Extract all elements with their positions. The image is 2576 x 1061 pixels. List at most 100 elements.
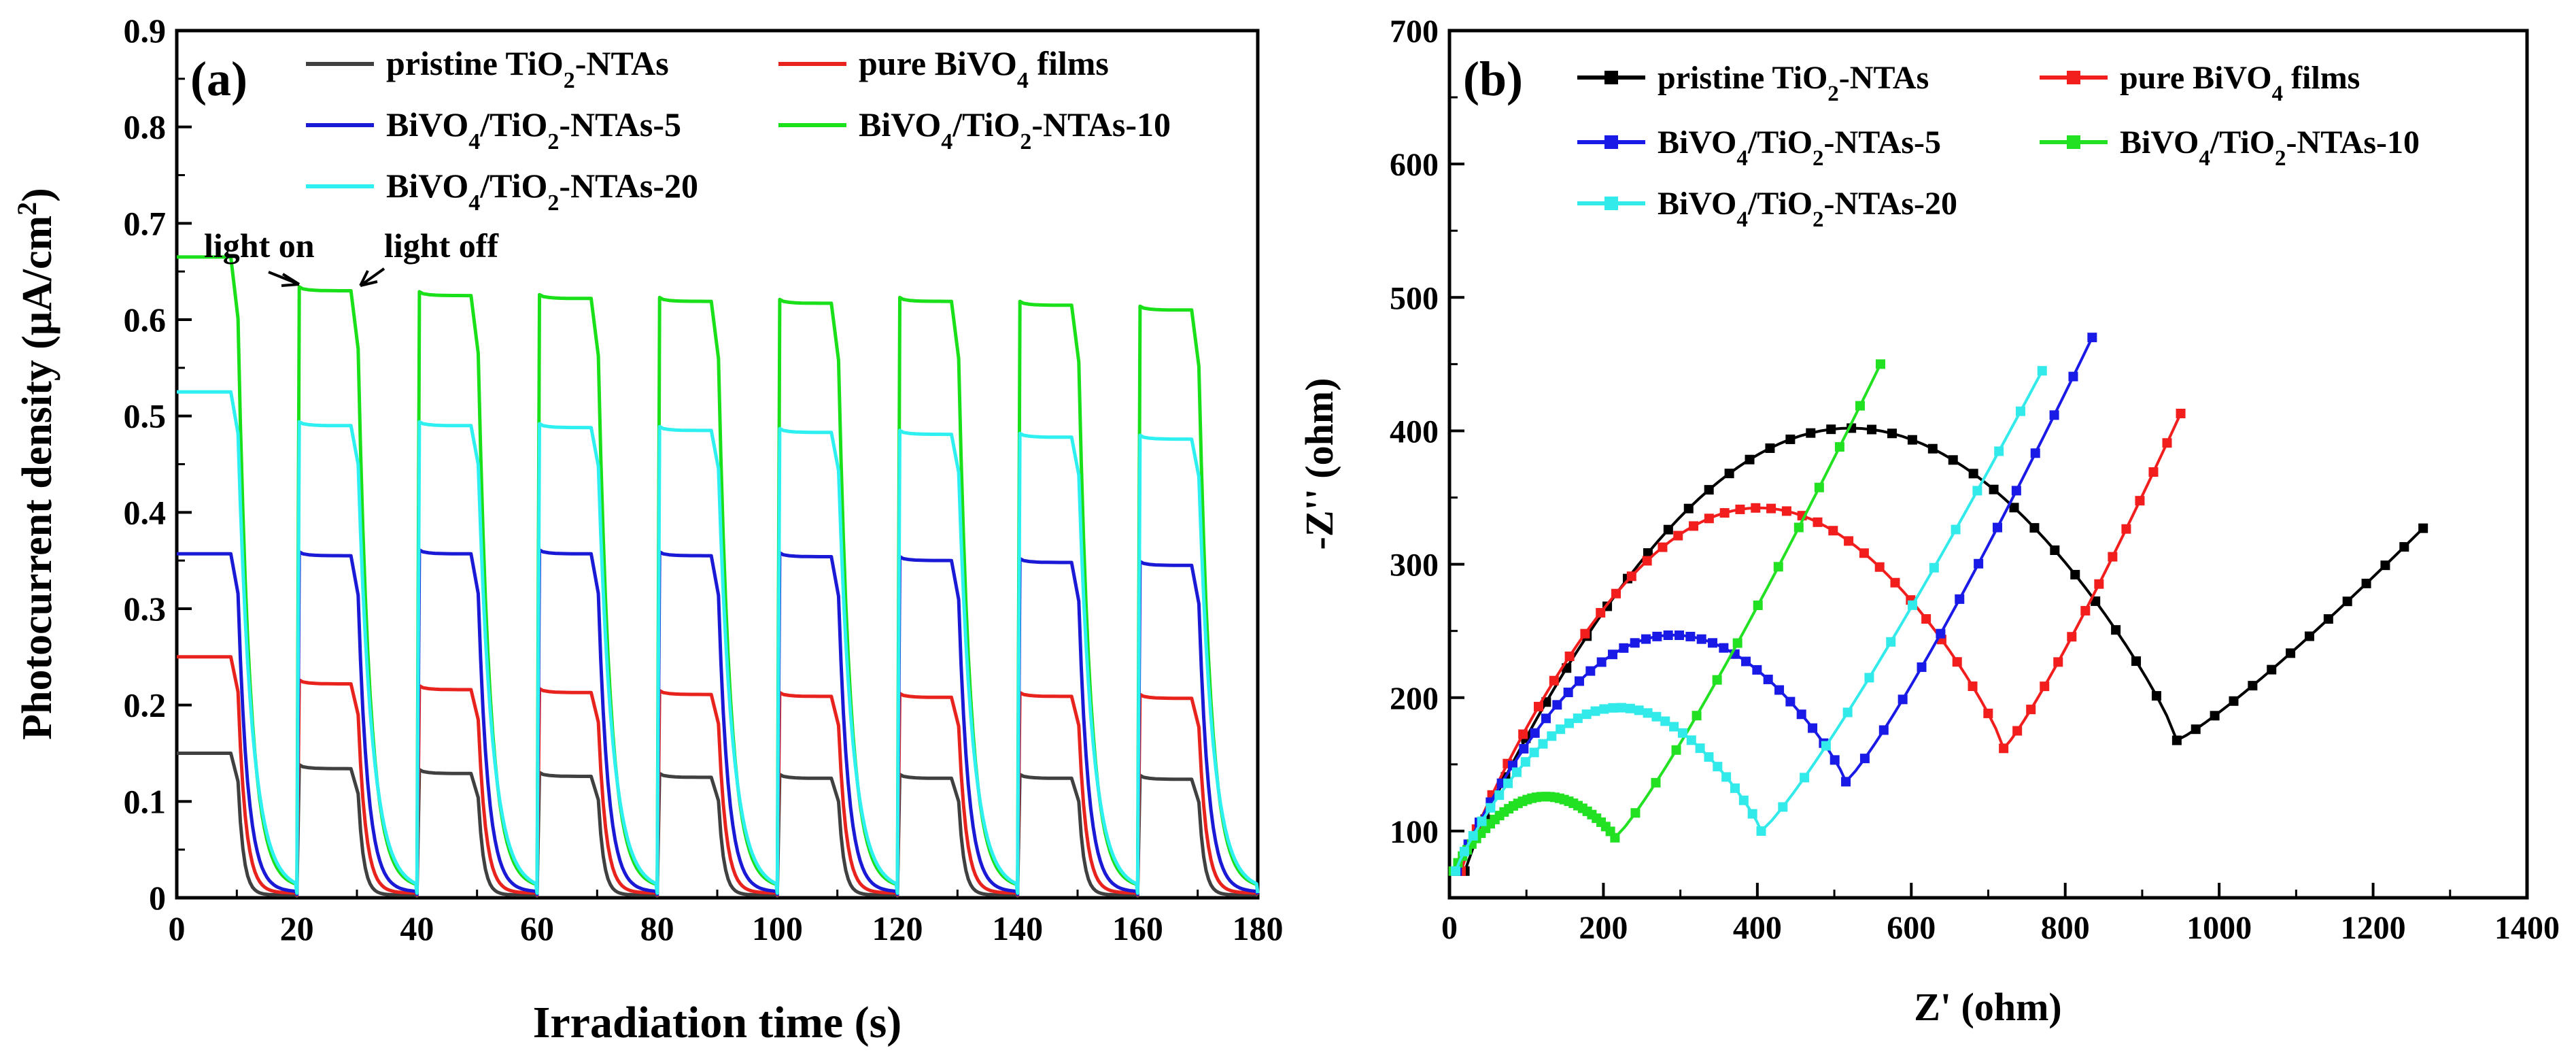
panel-b-data-point xyxy=(2011,486,2021,496)
panel-b-data-point xyxy=(1563,688,1573,698)
panel-b-legend: pristine TiO2-NTAs pure BiVO4 films BiVO4/… xyxy=(1577,60,2420,232)
panel-b-data-point xyxy=(1994,446,2004,456)
panel-b-data-point xyxy=(1830,755,1840,765)
panel-b-y-tick-label: 300 xyxy=(1390,548,1439,584)
panel-b-data-point xyxy=(1834,442,1844,452)
panel-b-data-point xyxy=(1756,826,1766,836)
panel-b-data-point xyxy=(1719,508,1730,518)
panel-b-data-point xyxy=(1887,428,1897,439)
panel-b-data-point xyxy=(1564,718,1574,728)
panel-b-data-point xyxy=(1713,762,1723,772)
panel-b-data-point xyxy=(1608,703,1618,713)
panel-a-y-tick-label: 0.6 xyxy=(124,301,167,339)
panel-b-data-point xyxy=(1765,443,1775,453)
panel-b-data-point xyxy=(1596,607,1606,618)
panel-b-data-point xyxy=(2267,664,2277,675)
panel-b-data-point xyxy=(1828,526,1838,536)
panel-b-data-point xyxy=(2009,503,2019,513)
panel-a-y-tick-label: 0.5 xyxy=(124,397,167,435)
panel-b-data-point xyxy=(1859,754,1870,764)
panel-b-data-point xyxy=(1468,830,1478,841)
panel-b-plot-frame xyxy=(1447,29,2529,900)
panel-a-arrow-light-off xyxy=(359,267,385,287)
panel-b-data-point xyxy=(2040,681,2050,692)
panel-a-x-tick-label: 100 xyxy=(752,909,803,947)
panel-b-data-point xyxy=(1611,588,1621,599)
panel-b-legend-label: BiVO4/TiO2-NTAs-20 xyxy=(1658,186,1957,232)
panel-b-data-point xyxy=(1785,434,1796,444)
panel-b-data-point xyxy=(1874,562,1885,572)
panel-b-legend-label: BiVO4/TiO2-NTAs-5 xyxy=(1658,124,1941,171)
panel-b-data-point xyxy=(1735,504,1745,514)
panel-b-data-point xyxy=(2229,696,2239,706)
panel-a-legend-label: BiVO4/TiO2-NTAs-10 xyxy=(859,105,1171,154)
panel-b-y-tick-label: 200 xyxy=(1390,681,1439,717)
panel-b-data-point xyxy=(1695,743,1705,754)
panel-b-legend-label: pristine TiO2-NTAs xyxy=(1658,60,1929,106)
panel-a-x-tick-label: 140 xyxy=(992,909,1043,947)
panel-b-data-point xyxy=(2030,448,2040,458)
panel-b-x-tick-label: 1200 xyxy=(2341,910,2406,946)
panel-a-legend-label: pristine TiO2-NTAs xyxy=(386,44,669,93)
panel-b-data-point xyxy=(1494,790,1505,801)
panel-b-data-point xyxy=(1663,524,1673,535)
panel-b-data-point xyxy=(1968,469,1978,479)
panel-b-data-point xyxy=(1952,657,1962,667)
panel-b-data-point xyxy=(1625,703,1635,713)
panel-a-annotation-light-off: light off xyxy=(384,226,499,265)
panel-b-label: (b) xyxy=(1463,52,1523,106)
panel-b-data-point xyxy=(1781,506,1791,516)
panel-b-data-point xyxy=(2210,711,2220,721)
panel-b-data-point xyxy=(1556,724,1566,735)
panel-b-data-point xyxy=(1867,424,1877,435)
panel-b-chart: 0 200 400 600 800 1000 1200 1400 100 200 300 400 500… xyxy=(1297,14,2560,1029)
panel-b-data-point xyxy=(2380,560,2390,571)
panel-b-data-point xyxy=(1643,708,1653,718)
panel-b-data-point xyxy=(1968,681,1978,692)
panel-a-y-tick-label: 0.4 xyxy=(124,493,167,531)
panel-b-data-point xyxy=(2323,614,2333,624)
panel-b-data-point xyxy=(1974,558,1984,569)
panel-b-data-point xyxy=(1929,562,1939,573)
panel-b-data-point xyxy=(1878,725,1889,735)
panel-b-data-point xyxy=(2067,632,2077,642)
panel-b-x-tick-label: 600 xyxy=(1887,910,1936,946)
panel-b-series-line-3 xyxy=(1452,363,1882,872)
panel-b-data-point xyxy=(1683,503,1694,513)
panel-b-data-point xyxy=(1876,359,1885,369)
panel-b-data-point xyxy=(1519,743,1529,754)
panel-b-data-point xyxy=(1691,711,1702,721)
panel-a-x-tick-label: 20 xyxy=(280,909,314,947)
panel-b-data-point xyxy=(1617,703,1627,713)
panel-b-data-point xyxy=(1738,795,1749,805)
panel-a-annotations: light on light off xyxy=(204,226,499,287)
panel-b-data-point xyxy=(1451,866,1461,876)
panel-b-data-point xyxy=(1634,705,1644,715)
panel-b-x-tick-label: 1000 xyxy=(2186,910,2252,946)
panel-b-data-point xyxy=(1580,628,1590,639)
panel-b-data-point xyxy=(1907,435,1917,445)
panel-b-data-point xyxy=(1642,556,1652,566)
panel-b-legend-marker xyxy=(2067,71,2080,84)
panel-b-legend-marker xyxy=(1604,197,1618,210)
panel-b-data-point xyxy=(2248,681,2258,691)
panel-b-data-point xyxy=(1989,484,1999,494)
panel-b-data-point xyxy=(2012,726,2023,736)
panel-b-data-point xyxy=(1610,832,1620,843)
panel-b-data-point xyxy=(1992,522,2002,533)
panel-b-data-point xyxy=(1890,577,1900,588)
panel-b-data-point xyxy=(2399,542,2409,552)
panel-a-chart: 0 20 40 60 80 100 120 140 160 180 0 0.1 0.2 0.3 0.4 0.5… xyxy=(12,12,1284,1047)
panel-b-data-point xyxy=(1534,701,1544,711)
panel-b-data-point xyxy=(1596,657,1607,667)
panel-b-data-point xyxy=(1686,735,1696,745)
panel-b-data-point xyxy=(2049,410,2059,420)
panel-b-data-point xyxy=(2191,724,2201,735)
panel-b-data-point xyxy=(1538,739,1548,749)
panel-b-x-tick-label: 1400 xyxy=(2494,910,2560,946)
panel-a-series xyxy=(177,255,1260,898)
panel-b-data-point xyxy=(1530,728,1540,738)
panel-a-y-tick-label: 0.3 xyxy=(124,590,167,628)
panel-b-data-point xyxy=(2091,596,2101,606)
